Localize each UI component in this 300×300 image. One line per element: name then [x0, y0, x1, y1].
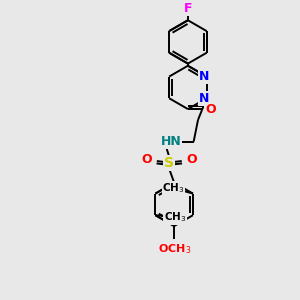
- Text: S: S: [164, 156, 174, 170]
- Text: OCH$_3$: OCH$_3$: [158, 242, 191, 256]
- Text: HN: HN: [160, 135, 181, 148]
- Text: F: F: [184, 2, 192, 15]
- Text: N: N: [199, 92, 210, 105]
- Text: CH$_3$: CH$_3$: [164, 211, 186, 224]
- Text: CH$_3$: CH$_3$: [162, 181, 185, 195]
- Text: N: N: [199, 70, 210, 83]
- Text: O: O: [142, 154, 152, 166]
- Text: O: O: [186, 154, 197, 166]
- Text: O: O: [205, 103, 216, 116]
